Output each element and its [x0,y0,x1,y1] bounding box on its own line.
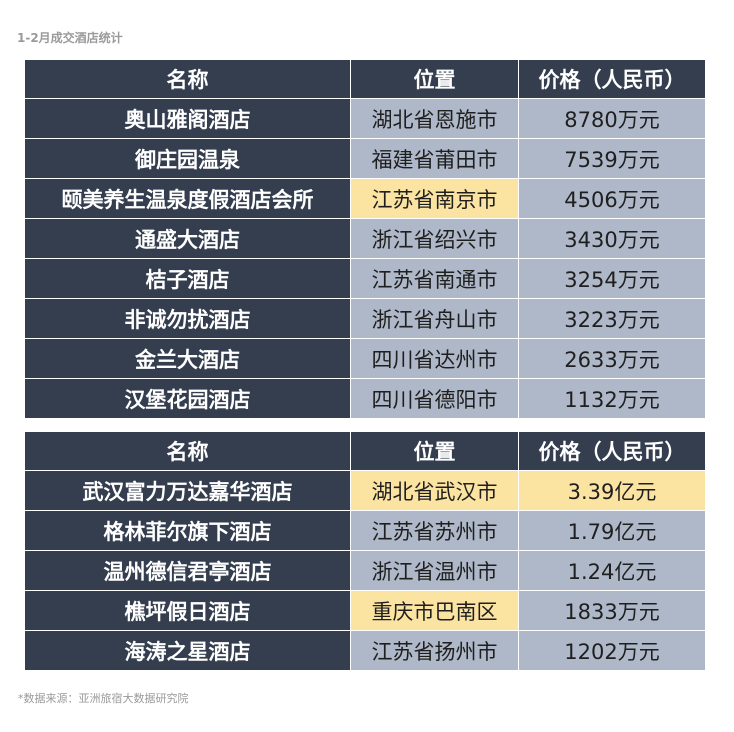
hotel-name-cell: 颐美养生温泉度假酒店会所 [24,178,351,219]
hotel-table-1: 名称 位置 价格（人民币） 奥山雅阁酒店 湖北省恩施市 8780万元 御庄园温泉 福建省… [24,59,706,419]
price-cell: 1132万元 [518,378,706,419]
price-cell: 3254万元 [518,258,706,299]
table-row: 金兰大酒店 四川省达州市 2633万元 [24,338,706,379]
table-row: 温州德信君亭酒店 浙江省温州市 1.24亿元 [24,550,706,591]
location-cell: 福建省莆田市 [350,138,519,179]
table-row: 樵坪假日酒店 重庆市巴南区 1833万元 [24,590,706,631]
price-cell: 7539万元 [518,138,706,179]
hotel-name-cell: 御庄园温泉 [24,138,351,179]
location-cell: 浙江省温州市 [350,550,519,591]
hotel-name-cell: 非诚勿扰酒店 [24,298,351,339]
location-cell: 浙江省绍兴市 [350,218,519,259]
hotel-name-cell: 金兰大酒店 [24,338,351,379]
price-cell: 8780万元 [518,98,706,139]
location-cell: 江苏省南通市 [350,258,519,299]
location-cell: 湖北省恩施市 [350,98,519,139]
table-row: 御庄园温泉 福建省莆田市 7539万元 [24,138,706,179]
price-cell: 2633万元 [518,338,706,379]
page-title: 1-2月成交酒店统计 [17,31,123,45]
price-cell: 4506万元 [518,178,706,219]
price-cell: 1202万元 [518,630,706,671]
column-header-price: 价格（人民币） [518,431,706,471]
table-row: 通盛大酒店 浙江省绍兴市 3430万元 [24,218,706,259]
table-row: 格林菲尔旗下酒店 江苏省苏州市 1.79亿元 [24,510,706,551]
price-cell: 1833万元 [518,590,706,631]
location-cell: 浙江省舟山市 [350,298,519,339]
column-header-name: 名称 [24,59,351,99]
price-cell: 3430万元 [518,218,706,259]
table-body-1: 奥山雅阁酒店 湖北省恩施市 8780万元 御庄园温泉 福建省莆田市 7539万元 颐美养生温… [24,98,706,419]
table-row: 奥山雅阁酒店 湖北省恩施市 8780万元 [24,98,706,139]
source-note: *数据来源：亚洲旅宿大数据研究院 [18,692,189,705]
price-cell: 3.39亿元 [518,470,706,511]
location-cell: 江苏省南京市 [350,178,519,219]
location-cell: 江苏省苏州市 [350,510,519,551]
table-row: 武汉富力万达嘉华酒店 湖北省武汉市 3.39亿元 [24,470,706,511]
price-cell: 1.79亿元 [518,510,706,551]
table-row: 海涛之星酒店 江苏省扬州市 1202万元 [24,630,706,671]
column-header-location: 位置 [350,431,519,471]
price-cell: 3223万元 [518,298,706,339]
column-header-price: 价格（人民币） [518,59,706,99]
hotel-name-cell: 桔子酒店 [24,258,351,299]
hotel-name-cell: 海涛之星酒店 [24,630,351,671]
hotel-name-cell: 奥山雅阁酒店 [24,98,351,139]
location-cell: 四川省德阳市 [350,378,519,419]
location-cell: 重庆市巴南区 [350,590,519,631]
table-header-row: 名称 位置 价格（人民币） [24,431,706,471]
column-header-name: 名称 [24,431,351,471]
hotel-name-cell: 樵坪假日酒店 [24,590,351,631]
table-row: 汉堡花园酒店 四川省德阳市 1132万元 [24,378,706,419]
hotel-name-cell: 温州德信君亭酒店 [24,550,351,591]
hotel-table-2: 名称 位置 价格（人民币） 武汉富力万达嘉华酒店 湖北省武汉市 3.39亿元 格林菲尔… [24,431,706,671]
location-cell: 四川省达州市 [350,338,519,379]
hotel-name-cell: 武汉富力万达嘉华酒店 [24,470,351,511]
hotel-name-cell: 汉堡花园酒店 [24,378,351,419]
table-header-row: 名称 位置 价格（人民币） [24,59,706,99]
table-row: 颐美养生温泉度假酒店会所 江苏省南京市 4506万元 [24,178,706,219]
table-row: 非诚勿扰酒店 浙江省舟山市 3223万元 [24,298,706,339]
location-cell: 湖北省武汉市 [350,470,519,511]
hotel-name-cell: 通盛大酒店 [24,218,351,259]
location-cell: 江苏省扬州市 [350,630,519,671]
hotel-name-cell: 格林菲尔旗下酒店 [24,510,351,551]
table-row: 桔子酒店 江苏省南通市 3254万元 [24,258,706,299]
column-header-location: 位置 [350,59,519,99]
price-cell: 1.24亿元 [518,550,706,591]
table-body-2: 武汉富力万达嘉华酒店 湖北省武汉市 3.39亿元 格林菲尔旗下酒店 江苏省苏州市 1.79… [24,470,706,671]
